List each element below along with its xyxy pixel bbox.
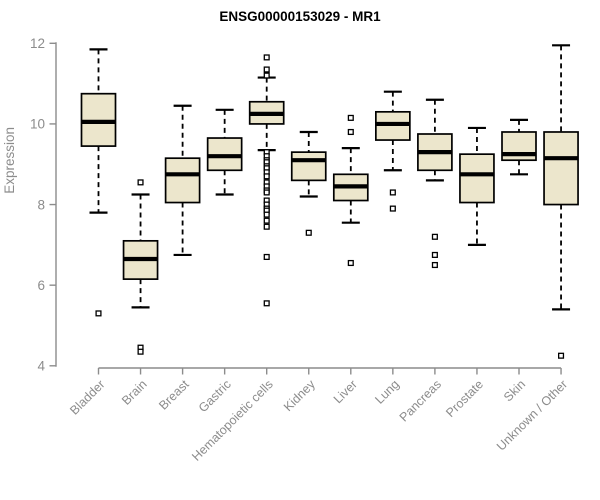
- chart-title: ENSG00000153029 - MR1: [219, 9, 381, 24]
- outlier-point: [263, 72, 270, 79]
- boxplot-prostate: [459, 126, 495, 246]
- outlier-point: [263, 211, 270, 218]
- iqr-box: [290, 151, 327, 182]
- x-tick-label: Bladder: [67, 377, 107, 417]
- outlier-point: [305, 229, 312, 236]
- y-tick-label: 10: [30, 117, 45, 132]
- outlier-point: [263, 253, 270, 261]
- boxplot-lung: [375, 90, 411, 212]
- boxplot-breast: [164, 104, 201, 257]
- boxplot-gastric: [206, 108, 243, 196]
- boxplot-hematopoietic-cells: [248, 54, 285, 307]
- outlier-point: [263, 217, 270, 224]
- boxplot-pancreas: [417, 98, 453, 269]
- boxplot-liver: [332, 114, 369, 267]
- iqr-box: [543, 131, 579, 206]
- outlier-point: [431, 233, 438, 240]
- outlier-point: [389, 189, 396, 196]
- x-tick-label: Skin: [501, 377, 528, 404]
- x-tick-label: Pancreas: [397, 377, 444, 424]
- y-tick-label: 6: [37, 278, 45, 293]
- outlier-point: [263, 66, 270, 73]
- outlier-point: [263, 54, 270, 61]
- outlier-point: [263, 173, 270, 180]
- x-tick-label: Lung: [372, 377, 402, 407]
- y-tick-label: 4: [37, 359, 45, 374]
- outlier-point: [431, 251, 438, 258]
- outlier-point: [347, 259, 354, 267]
- boxplot-brain: [122, 179, 159, 355]
- outlier-point: [263, 189, 270, 196]
- x-tick-label: Hematopoietic cells: [189, 377, 276, 464]
- y-axis: 4 6 8 10 12: [30, 36, 57, 374]
- x-tick-label: Liver: [331, 377, 360, 406]
- x-tick-label: Prostate: [443, 377, 486, 420]
- outlier-point: [347, 128, 354, 136]
- outlier-point: [137, 348, 144, 355]
- iqr-box: [459, 153, 495, 204]
- x-tick-label: Breast: [156, 377, 192, 413]
- outlier-point: [558, 352, 565, 359]
- boxplot-unknown-other: [543, 44, 579, 359]
- outlier-point: [263, 300, 270, 307]
- x-tick-label: Kidney: [281, 377, 318, 414]
- outlier-point: [389, 205, 396, 212]
- outlier-point: [347, 114, 354, 121]
- y-axis-title: Expression: [2, 127, 17, 194]
- x-tick-label: Unknown / Other: [494, 377, 570, 453]
- outlier-point: [137, 179, 144, 186]
- outlier-point: [431, 261, 438, 269]
- iqr-box: [164, 157, 201, 204]
- outlier-point: [95, 310, 102, 317]
- outlier-point: [263, 223, 270, 230]
- y-tick-label: 12: [30, 36, 45, 51]
- x-tick-label: Gastric: [196, 377, 234, 415]
- x-tick-label: Brain: [119, 377, 150, 408]
- y-tick-label: 8: [37, 197, 45, 212]
- boxplot-kidney: [290, 130, 327, 236]
- boxplot-bladder: [80, 48, 117, 317]
- boxplot-skin: [501, 118, 537, 176]
